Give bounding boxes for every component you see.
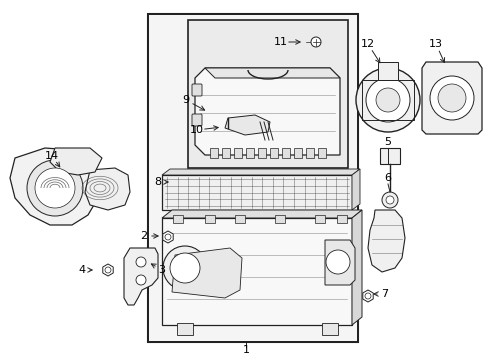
Text: 2: 2 [140, 231, 147, 241]
Circle shape [35, 168, 75, 208]
Polygon shape [163, 231, 173, 243]
Bar [258, 148, 265, 158]
Bar [317, 148, 325, 158]
Polygon shape [162, 169, 359, 175]
Bar [361, 80, 413, 120]
Bar [177, 323, 193, 335]
FancyBboxPatch shape [192, 84, 202, 96]
Text: 6: 6 [384, 173, 391, 183]
FancyBboxPatch shape [192, 114, 202, 126]
Text: 11: 11 [273, 37, 287, 47]
Polygon shape [162, 210, 361, 218]
Text: 1: 1 [242, 345, 249, 355]
Circle shape [170, 253, 200, 283]
Bar [282, 148, 289, 158]
Bar [321, 323, 337, 335]
Circle shape [325, 250, 349, 274]
Polygon shape [362, 290, 372, 302]
Text: 7: 7 [381, 289, 388, 299]
Polygon shape [421, 62, 481, 134]
Circle shape [310, 37, 320, 47]
Bar [379, 148, 399, 164]
Circle shape [164, 234, 171, 240]
Polygon shape [102, 264, 113, 276]
Circle shape [437, 84, 465, 112]
Text: 12: 12 [360, 39, 374, 49]
Bar [269, 148, 278, 158]
Bar [209, 148, 218, 158]
Text: 8: 8 [154, 177, 161, 187]
Polygon shape [351, 169, 359, 210]
Bar [187, 20, 347, 168]
Polygon shape [195, 68, 339, 155]
Text: 3: 3 [158, 265, 165, 275]
Bar [305, 148, 313, 158]
Polygon shape [367, 210, 404, 272]
Bar [173, 215, 183, 223]
Bar [274, 215, 285, 223]
Circle shape [375, 88, 399, 112]
Text: 10: 10 [190, 125, 203, 135]
Bar [162, 175, 351, 210]
Polygon shape [85, 168, 130, 210]
Circle shape [365, 78, 409, 122]
Bar [293, 148, 302, 158]
Bar [204, 215, 215, 223]
Circle shape [27, 160, 83, 216]
Circle shape [364, 293, 370, 299]
Circle shape [105, 267, 111, 273]
Circle shape [136, 257, 146, 267]
Text: 4: 4 [78, 265, 85, 275]
Circle shape [385, 196, 393, 204]
Text: 9: 9 [182, 95, 189, 105]
Bar [245, 148, 253, 158]
Polygon shape [124, 248, 158, 305]
Polygon shape [204, 68, 339, 78]
Circle shape [163, 246, 206, 290]
Bar [149, 15, 356, 341]
Circle shape [355, 68, 419, 132]
Polygon shape [224, 115, 269, 135]
Circle shape [136, 275, 146, 285]
Polygon shape [325, 240, 354, 285]
Bar [222, 148, 229, 158]
Text: 14: 14 [45, 151, 59, 161]
Polygon shape [50, 148, 102, 175]
Circle shape [429, 76, 473, 120]
Polygon shape [172, 248, 242, 298]
Text: 13: 13 [428, 39, 442, 49]
Bar [314, 215, 325, 223]
Text: 5: 5 [384, 137, 391, 147]
Circle shape [381, 192, 397, 208]
Polygon shape [10, 148, 100, 225]
Bar [148, 14, 357, 342]
Polygon shape [351, 210, 361, 325]
Bar [234, 148, 242, 158]
Bar [377, 62, 397, 80]
Bar [162, 218, 351, 325]
Bar [235, 215, 244, 223]
Bar [336, 215, 346, 223]
